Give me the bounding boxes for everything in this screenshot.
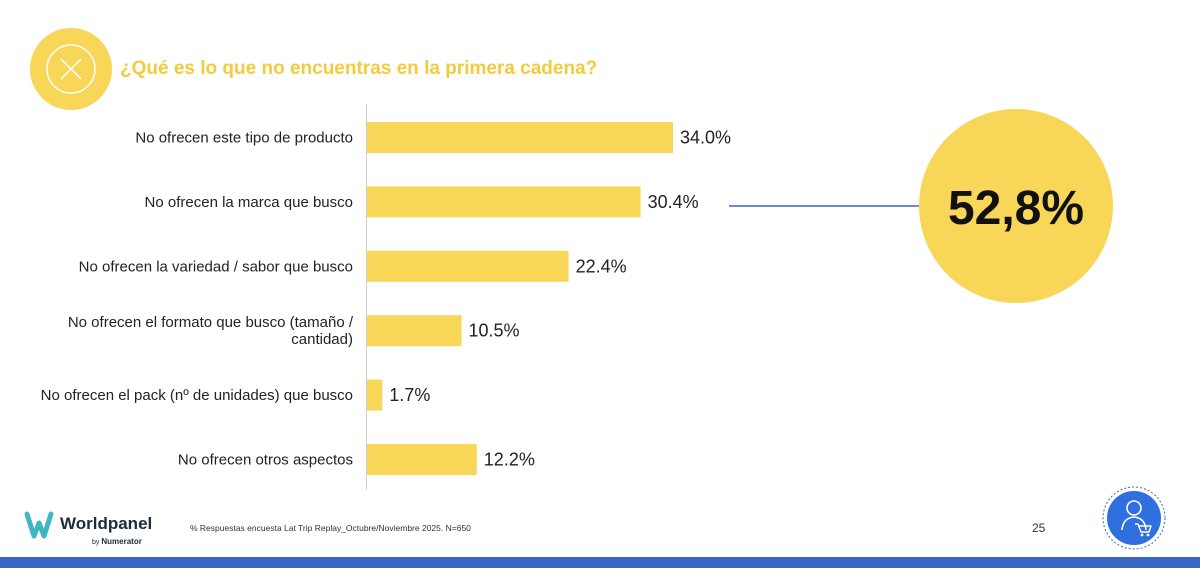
chart-title: ¿Qué es lo que no encuentras en la prime… <box>120 58 598 79</box>
bar-value-label-3: 22.4% <box>576 256 627 276</box>
bar-6 <box>367 444 477 475</box>
category-label-line: No ofrecen la variedad / sabor que busco <box>79 258 353 275</box>
bar-value-label-4: 10.5% <box>469 321 520 341</box>
page-number: 25 <box>1032 521 1046 535</box>
shopper-cart-icon <box>1102 486 1166 550</box>
brand-subtitle: by Numerator <box>92 537 142 546</box>
bar-chart: 34.0% No ofrecen este tipo de producto 30.… <box>41 104 731 490</box>
category-label-line: No ofrecen otros aspectos <box>178 452 353 469</box>
bar-value-label-5: 1.7% <box>389 385 430 405</box>
category-label-line: No ofrecen la marca que busco <box>145 194 353 211</box>
category-label-4: No ofrecen el formato que busco (tamaño … <box>68 314 354 348</box>
category-label-3: No ofrecen la variedad / sabor que busco <box>79 258 353 275</box>
callout-circle <box>919 109 1113 303</box>
bar-value-label-6: 12.2% <box>484 450 535 470</box>
source-footnote: % Respuestas encuesta Lat Trip Replay_Oc… <box>190 523 471 533</box>
bar-value-label-1: 34.0% <box>680 128 731 148</box>
close-circle-icon <box>30 28 112 110</box>
bar-1 <box>367 122 673 153</box>
bar-5 <box>367 379 383 411</box>
category-label-line: No ofrecen el formato que busco (tamaño … <box>68 314 354 331</box>
category-label-line: No ofrecen el pack (nº de unidades) que … <box>41 387 353 404</box>
bottom-accent-bar <box>0 557 1200 568</box>
category-label-1: No ofrecen este tipo de producto <box>135 130 353 147</box>
bar-2 <box>367 186 641 218</box>
bar-value-label-2: 30.4% <box>648 192 699 212</box>
category-label-line: No ofrecen este tipo de producto <box>135 130 353 147</box>
category-label-2: No ofrecen la marca que busco <box>145 194 353 211</box>
brand-name: Worldpanel <box>60 514 153 533</box>
bar-3 <box>367 250 569 282</box>
category-label-5: No ofrecen el pack (nº de unidades) que … <box>41 387 353 404</box>
worldpanel-logo-icon <box>24 511 54 539</box>
category-label-6: No ofrecen otros aspectos <box>178 452 353 469</box>
highlight-callout: 52,8% <box>729 109 1113 303</box>
callout-value: 52,8% <box>948 182 1084 235</box>
category-label-line: cantidad) <box>291 331 353 348</box>
bar-4 <box>367 315 462 347</box>
